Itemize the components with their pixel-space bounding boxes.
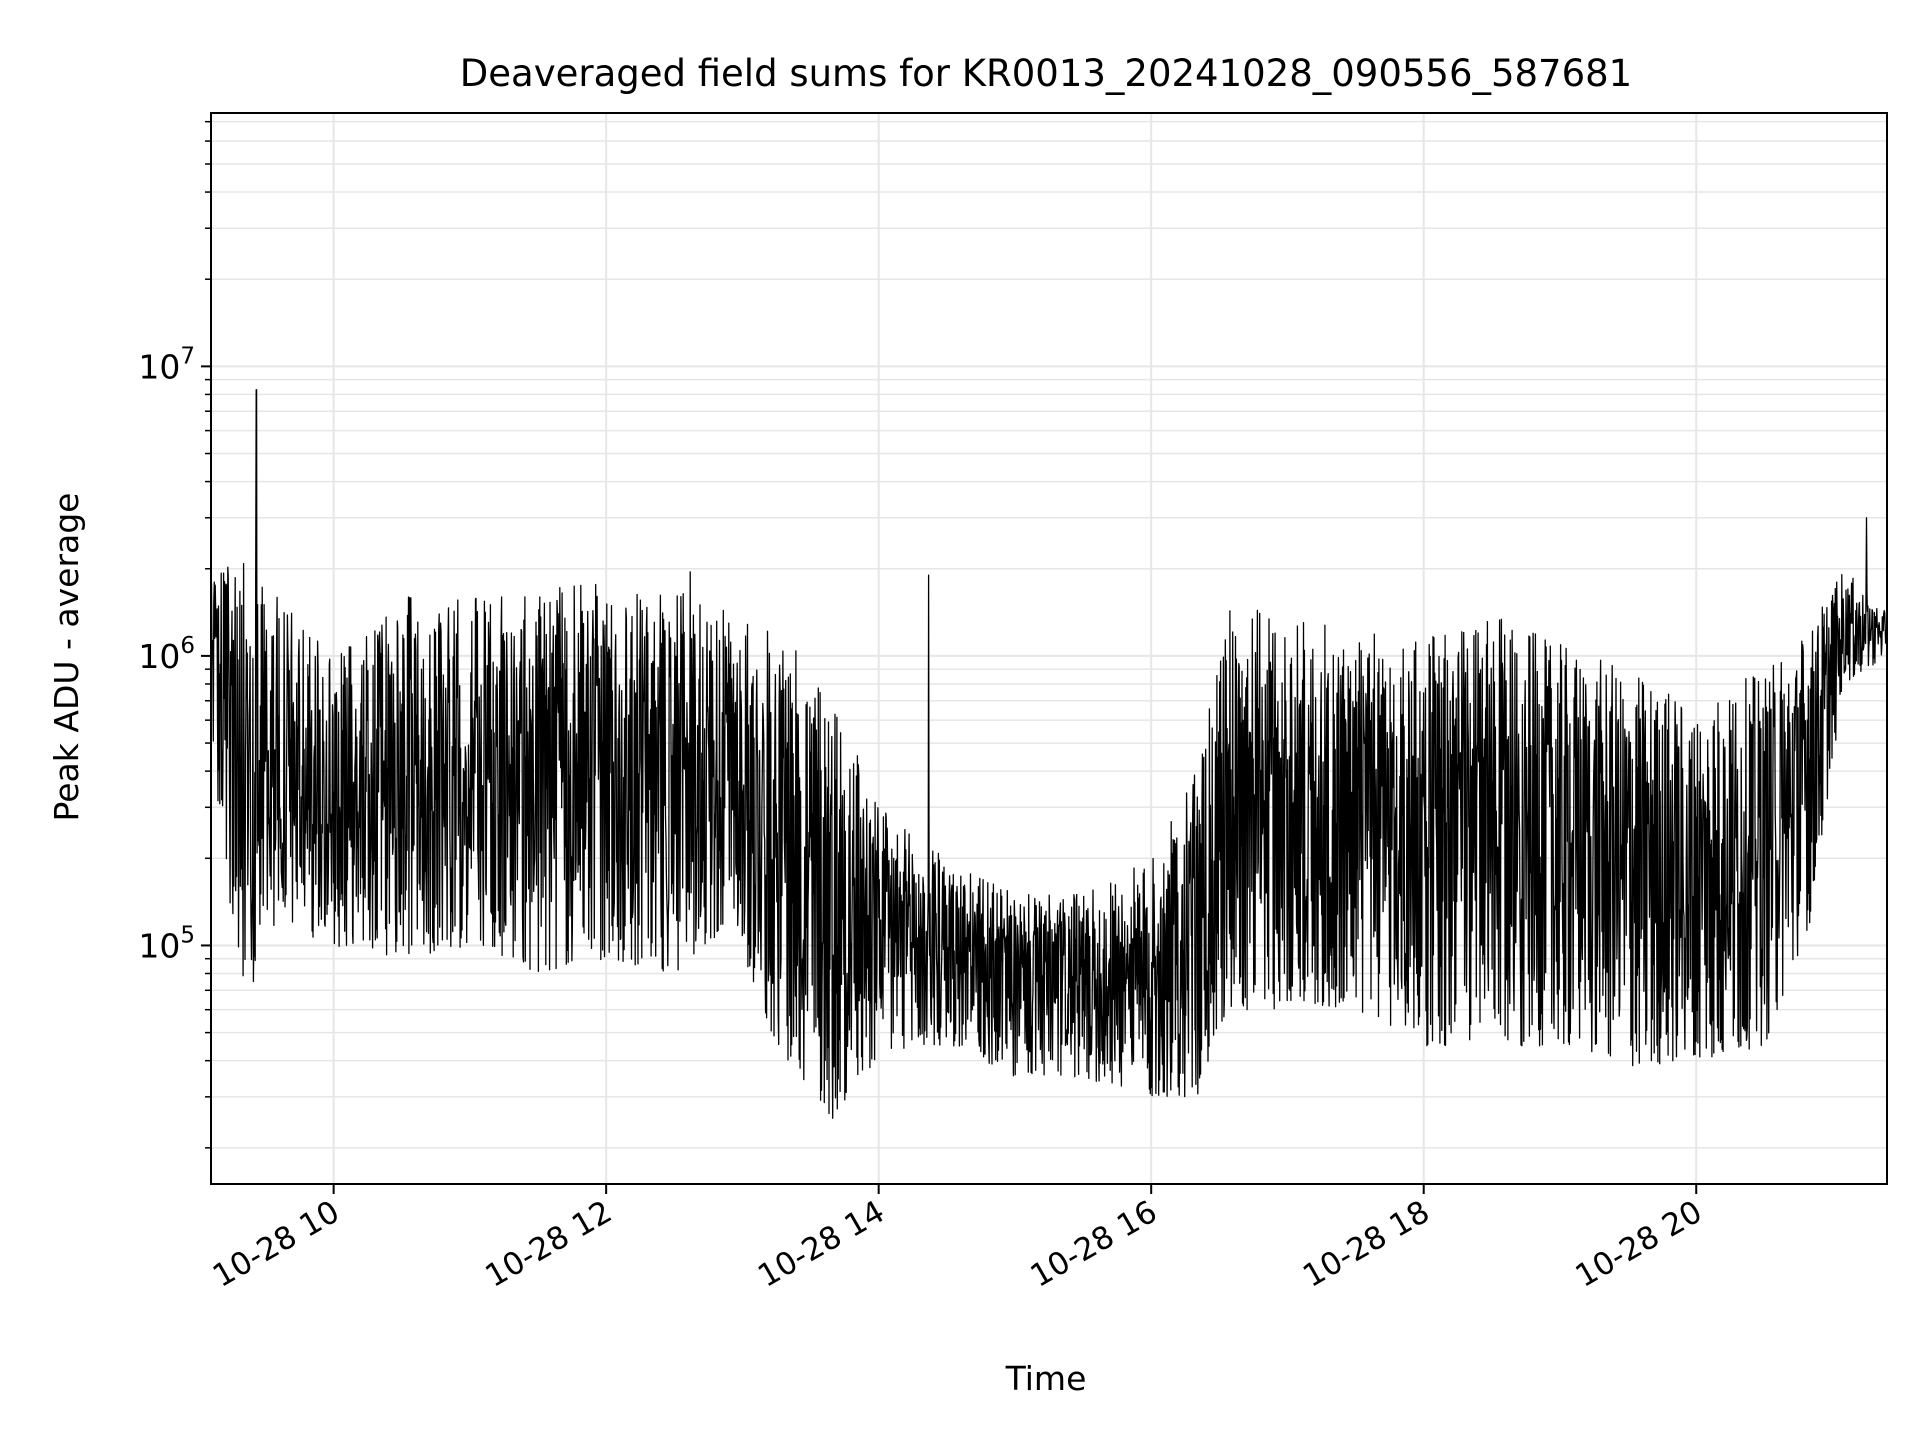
chart-title: Deaveraged field sums for KR0013_2024102… xyxy=(460,52,1632,95)
plot-frame xyxy=(210,112,1888,1185)
y-tick-label: 105 xyxy=(138,922,195,965)
y-tick-label: 106 xyxy=(138,633,195,676)
data-series xyxy=(210,389,1888,1119)
y-axis-label: Peak ADU - average xyxy=(47,493,86,822)
series-line xyxy=(210,389,1888,1119)
y-tick-label: 107 xyxy=(138,343,195,386)
x-axis-label: Time xyxy=(1005,1359,1087,1398)
